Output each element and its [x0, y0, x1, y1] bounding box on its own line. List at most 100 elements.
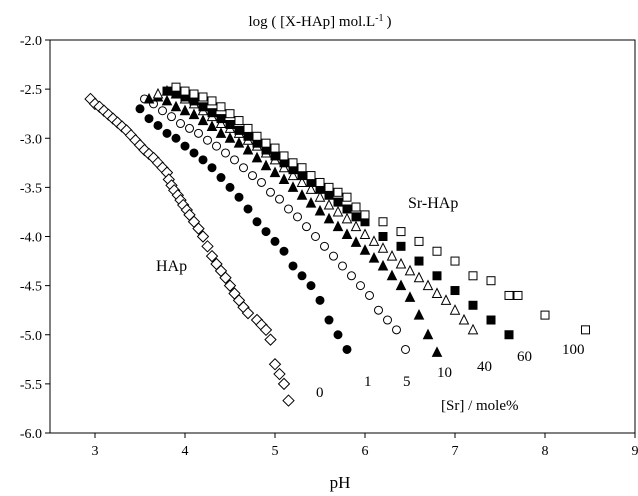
data-point-sr-100 — [270, 143, 280, 153]
data-point-sr-40 — [404, 264, 416, 276]
data-point-sr-40 — [332, 205, 344, 217]
data-point-sr-1 — [234, 192, 244, 202]
series-label-40: 40 — [477, 359, 492, 375]
data-point-sr-60 — [504, 330, 514, 340]
data-point-sr-5 — [185, 123, 194, 133]
data-point-sr-5 — [221, 148, 230, 158]
data-point-sr-10 — [269, 166, 281, 178]
data-point-sr-10 — [224, 132, 236, 143]
data-point-sr-0 — [219, 271, 232, 284]
data-point-sr-10 — [323, 212, 335, 224]
data-point-sr-100 — [171, 82, 181, 92]
data-point-sr-40 — [449, 304, 461, 315]
data-point-sr-5 — [329, 251, 338, 261]
chart-title-close: ) — [387, 14, 392, 30]
data-point-sr-100 — [396, 227, 406, 237]
data-point-sr-0 — [273, 367, 286, 381]
data-point-sr-10 — [314, 204, 326, 216]
annotation-sr-axis: [Sr] / mole% — [441, 398, 518, 414]
data-point-sr-10 — [395, 279, 407, 291]
data-point-sr-1 — [153, 120, 163, 130]
series-labels: 0 1 5 10 40 60 100 — [316, 342, 585, 401]
data-point-sr-100 — [261, 138, 271, 148]
data-point-sr-10 — [386, 269, 398, 281]
data-point-sr-60 — [162, 86, 172, 96]
data-point-sr-60 — [414, 256, 424, 266]
data-point-sr-1 — [225, 182, 235, 192]
chart-title-superscript: -1 — [375, 13, 383, 24]
data-point-sr-60 — [432, 271, 442, 281]
data-point-sr-40 — [341, 212, 353, 224]
data-point-sr-10 — [431, 346, 443, 357]
data-point-sr-0 — [264, 333, 277, 346]
data-point-sr-40 — [350, 220, 362, 232]
data-point-sr-60 — [198, 102, 208, 112]
data-point-sr-100 — [216, 102, 226, 112]
x-tick-label: 7 — [452, 444, 459, 459]
data-point-sr-10 — [251, 151, 263, 163]
data-point-sr-100 — [207, 96, 217, 106]
data-point-sr-60 — [468, 300, 478, 310]
data-point-sr-1 — [306, 281, 316, 291]
data-point-sr-100 — [189, 89, 199, 99]
data-point-sr-60 — [243, 131, 253, 141]
data-point-sr-60 — [486, 315, 496, 325]
chart-title-main: log ( [X-HAp] mol.L — [249, 14, 376, 30]
data-point-sr-5 — [158, 106, 167, 116]
data-point-sr-5 — [293, 212, 302, 222]
data-point-sr-1 — [144, 114, 154, 124]
data-point-sr-1 — [216, 173, 226, 183]
data-point-sr-1 — [189, 148, 199, 158]
data-point-sr-10 — [377, 259, 389, 271]
data-point-sr-10 — [143, 92, 155, 104]
data-point-sr-60 — [234, 125, 244, 135]
data-point-sr-10 — [170, 100, 182, 112]
data-point-sr-10 — [305, 196, 317, 208]
data-point-sr-100 — [414, 236, 424, 246]
data-point-sr-5 — [248, 171, 257, 181]
data-points — [84, 82, 590, 407]
data-point-sr-1 — [333, 330, 343, 340]
data-point-sr-1 — [315, 295, 325, 305]
data-point-sr-10 — [242, 143, 254, 155]
data-point-sr-10 — [332, 220, 344, 232]
data-point-sr-5 — [203, 135, 212, 145]
data-point-sr-5 — [239, 163, 248, 173]
data-point-sr-0 — [196, 230, 210, 243]
data-point-sr-100 — [468, 271, 478, 281]
data-point-sr-5 — [176, 119, 185, 129]
y-tick-label: -2.0 — [20, 34, 42, 49]
data-point-sr-100 — [180, 86, 190, 96]
plot-frame — [49, 39, 636, 434]
data-point-sr-5 — [284, 204, 293, 214]
x-tick-label: 9 — [632, 444, 638, 459]
data-point-sr-5 — [212, 141, 221, 151]
data-point-sr-40 — [386, 250, 398, 261]
data-point-sr-60 — [324, 190, 334, 200]
data-point-sr-1 — [198, 155, 208, 165]
data-point-sr-40 — [458, 313, 470, 325]
y-axis-ticks: -2.0 -2.5 -3.0 -3.5 -4.0 -4.5 -5.0 -5.5 -6.0 — [20, 34, 50, 442]
series-label-10: 10 — [437, 365, 452, 381]
data-point-sr-5 — [194, 128, 203, 138]
data-point-sr-40 — [359, 228, 371, 240]
series-label-0: 0 — [316, 385, 324, 401]
data-point-sr-1 — [270, 236, 280, 246]
data-point-sr-100 — [486, 276, 496, 286]
data-point-sr-100 — [297, 163, 307, 173]
data-point-sr-40 — [368, 235, 380, 246]
data-point-sr-10 — [359, 244, 371, 255]
data-point-sr-100 — [342, 192, 352, 202]
data-point-sr-40 — [395, 257, 407, 269]
data-point-sr-1 — [243, 204, 253, 214]
x-tick-label: 4 — [182, 444, 189, 459]
data-point-sr-10 — [233, 137, 245, 148]
data-point-sr-40 — [431, 287, 443, 298]
data-point-sr-1 — [324, 315, 334, 325]
data-point-sr-40 — [323, 198, 335, 210]
data-point-sr-60 — [378, 232, 388, 241]
data-point-sr-5 — [356, 281, 365, 291]
data-point-sr-10 — [260, 159, 272, 171]
data-point-sr-40 — [296, 176, 308, 187]
